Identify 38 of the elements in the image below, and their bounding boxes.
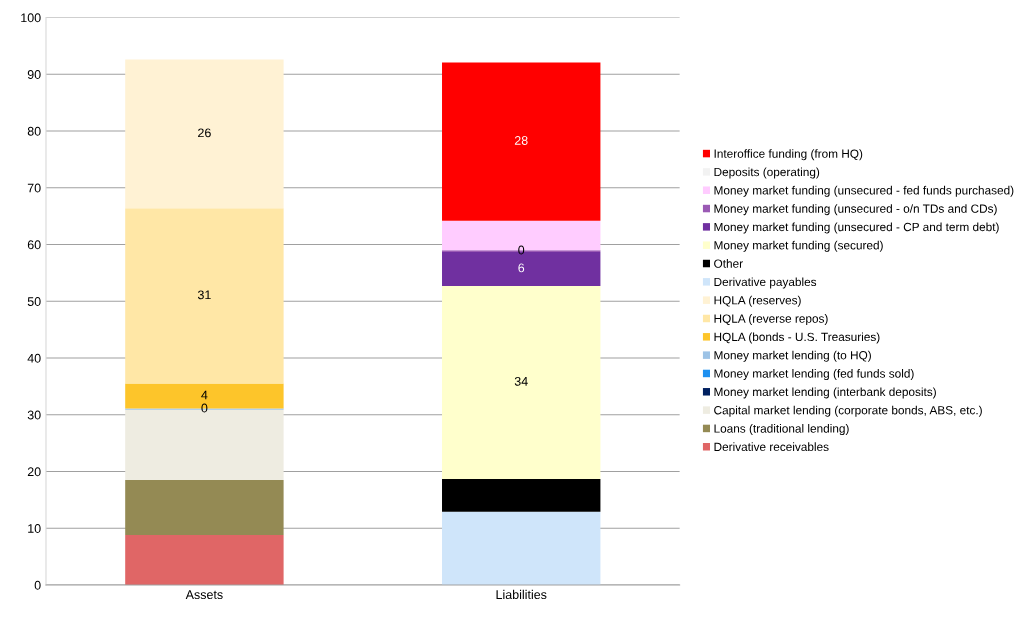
data-label: 4 [201,390,208,400]
legend-label: Money market funding (unsecured - fed funds purchased) [714,185,1014,197]
legend-label: HQLA (reserves) [714,295,801,307]
legend-label: HQLA (reverse repos) [714,314,828,326]
legend-label: Money market lending (to HQ) [714,350,871,362]
legend-label: Derivative payables [714,277,817,289]
legend-label: Deposits (operating) [714,167,820,179]
y-tick-label: 60 [27,240,41,250]
data-label: 34 [514,376,528,386]
y-tick-label: 50 [27,297,41,306]
data-label: 28 [514,136,528,145]
y-tick-label: 80 [27,126,41,136]
y-tick-label: 0 [34,580,41,590]
y-tick-label: 10 [28,524,41,533]
data-label: 26 [198,128,211,138]
legend-label: Interoffice funding (from HQ) [714,149,863,161]
data-label: 0 [518,245,525,255]
legend-label: Money market lending (fed funds sold) [714,369,914,381]
legend-label: Loans (traditional lending) [714,424,849,436]
legend-label: HQLA (bonds - U.S. Treasuries) [714,332,880,344]
legend-label: Money market funding (secured) [714,240,883,252]
legend-label: Other [714,259,743,268]
legend-label: Money market funding (unsecured - o/n TDs and CDs) [714,204,997,216]
legend-label: Capital market lending (corporate bonds, ABS, etc.) [714,405,982,417]
y-tick-label: 90 [27,70,41,79]
legend-label: Derivative receivables [714,442,829,452]
y-tick-label: 70 [27,183,41,193]
y-tick-label: 40 [27,353,41,363]
y-tick-label: 100 [21,13,41,23]
data-label: 31 [197,290,211,300]
x-tick-label: Assets [185,590,223,600]
data-label: 0 [201,403,208,413]
y-tick-label: 30 [27,410,41,420]
legend-label: Money market lending (interbank deposits) [714,387,936,399]
data-label: 6 [518,263,525,273]
legend-label: Money market funding (unsecured - CP and term debt) [714,222,999,234]
x-tick-label: Liabilities [496,589,547,600]
y-tick-label: 20 [27,467,41,477]
